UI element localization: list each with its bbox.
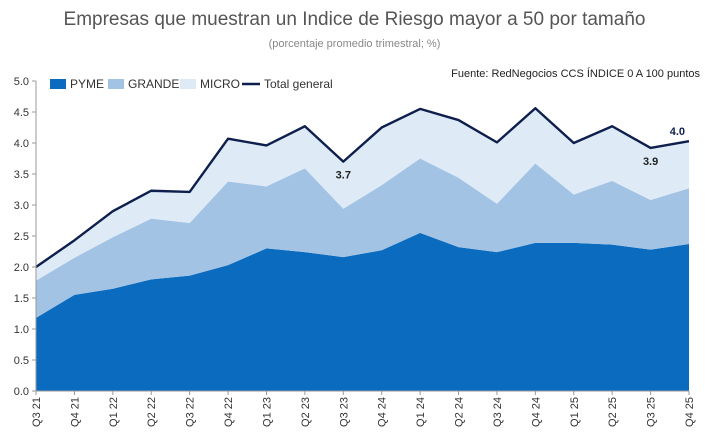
data-label: 3.9 (643, 156, 658, 168)
legend-label-grande: GRANDE (128, 77, 179, 91)
legend-label-total: Total general (264, 77, 333, 91)
x-tick-label: Q4 24 (377, 397, 389, 427)
area-grande (36, 158, 689, 318)
x-tick-label: Q1 23 (261, 397, 273, 427)
y-tick-label: 4.0 (14, 138, 29, 150)
x-tick-label: Q2 22 (146, 397, 158, 427)
x-tick-label: Q4 24 (530, 397, 542, 427)
x-tick-label: Q3 23 (338, 397, 350, 427)
x-tick-label: Q1 22 (108, 397, 120, 427)
axes-layer: 0.0 0.5 1.0 1.5 2.0 2.5 3.0 3.5 4.0 4.5 5.0 Q3 21 Q4… (14, 76, 696, 427)
legend-swatch-grande (108, 79, 124, 89)
y-tick-label: 3.5 (14, 169, 29, 181)
legend-swatch-micro (180, 79, 196, 89)
data-label-layer: 3.7 3.9 4.0 (336, 126, 685, 181)
data-label: 3.7 (336, 170, 351, 182)
x-tick-label: Q3 22 (185, 397, 197, 427)
y-tick-label: 5.0 (14, 76, 29, 88)
x-tick-label: Q4 22 (223, 397, 235, 427)
area-micro (36, 108, 689, 281)
x-tick-label: Q1 25 (569, 397, 581, 427)
line-total-general (35, 107, 690, 268)
y-tick-label: 1.5 (14, 293, 29, 305)
x-tick-label: Q4 25 (684, 397, 696, 427)
area-pyme (36, 232, 689, 391)
chart-subtitle: (porcentaje promedio trimestral; %) (268, 38, 441, 50)
y-tick-label: 0.0 (14, 386, 29, 398)
y-tick-label: 4.5 (14, 107, 29, 119)
legend-label-micro: MICRO (200, 77, 240, 91)
legend-swatch-pyme (50, 79, 66, 89)
chart-title: Empresas que muestran un Indice de Riesg… (63, 9, 646, 30)
x-tick-label: Q3 21 (31, 397, 43, 427)
legend-label-pyme: PYME (70, 77, 104, 91)
area-layer (35, 107, 690, 391)
x-tick-label: Q3 24 (492, 397, 504, 427)
y-tick-label: 2.5 (14, 231, 29, 243)
x-tick-label: Q1 24 (415, 397, 427, 427)
x-tick-label: Q2 23 (300, 397, 312, 427)
y-tick-label: 2.0 (14, 262, 29, 274)
y-tick-label: 3.0 (14, 200, 29, 212)
x-tick-label: Q2 24 (454, 397, 466, 427)
x-tick-label: Q4 21 (69, 397, 81, 427)
legend: PYME GRANDE MICRO Total general (50, 77, 333, 91)
data-label: 4.0 (670, 126, 685, 138)
y-tick-label: 0.5 (14, 355, 29, 367)
x-tick-label: Q2 25 (607, 397, 619, 427)
y-tick-label: 1.0 (14, 324, 29, 336)
source-note: Fuente: RedNegocios CCS ÍNDICE 0 A 100 p… (451, 67, 700, 80)
x-tick-label: Q3 25 (646, 397, 658, 427)
